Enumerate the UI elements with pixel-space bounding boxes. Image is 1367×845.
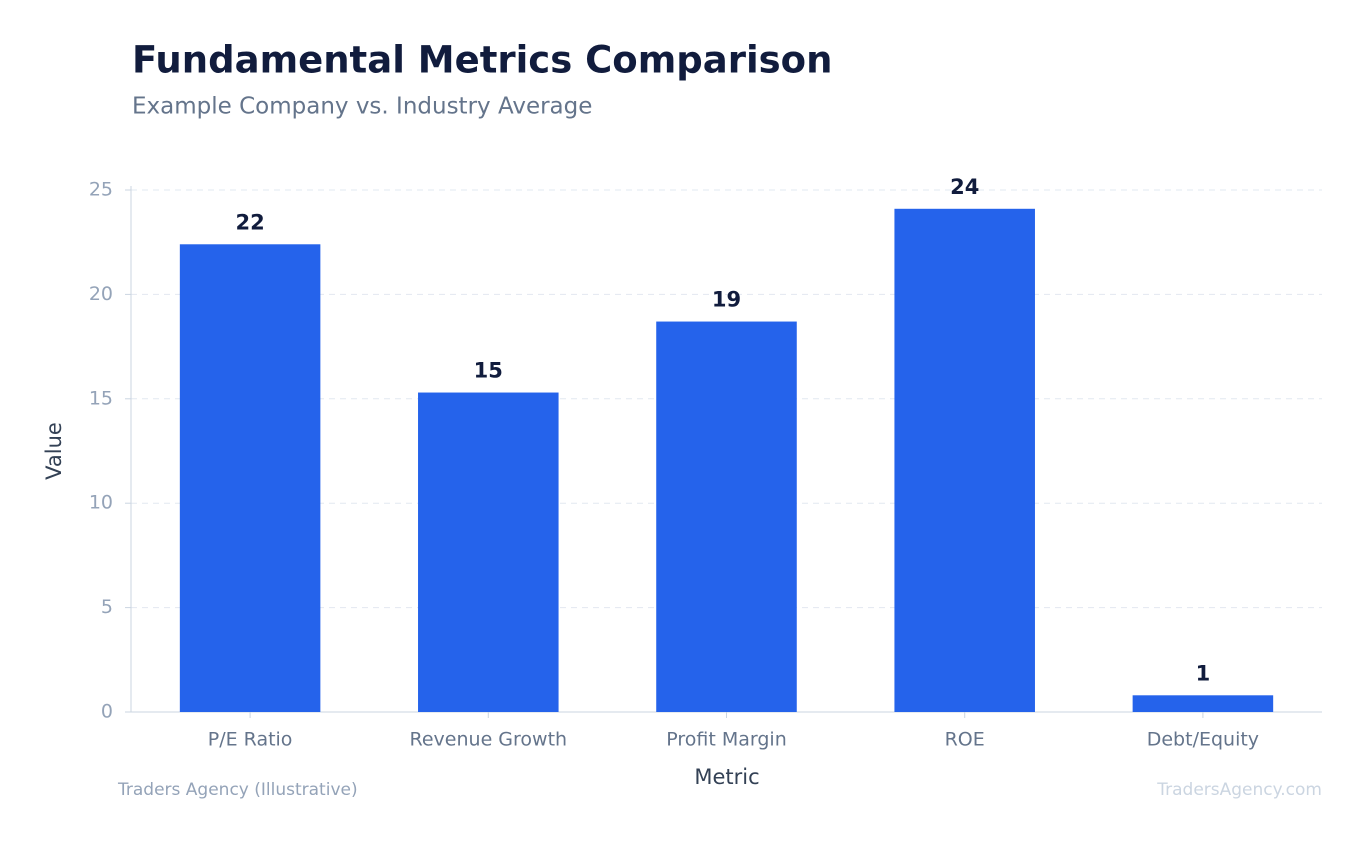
x-tick-label: Debt/Equity bbox=[1147, 729, 1259, 751]
chart-title: Fundamental Metrics Comparison bbox=[132, 39, 832, 82]
y-tick-label: 25 bbox=[89, 179, 113, 201]
bar bbox=[894, 208, 1035, 713]
chart-subtitle: Example Company vs. Industry Average bbox=[132, 94, 592, 120]
x-tick-label: P/E Ratio bbox=[208, 729, 293, 751]
value-label: 24 bbox=[950, 175, 979, 199]
y-tick-label: 20 bbox=[89, 283, 113, 305]
value-label: 15 bbox=[474, 359, 503, 383]
x-tick-label: Profit Margin bbox=[666, 729, 787, 751]
x-tick-label: Revenue Growth bbox=[410, 729, 568, 751]
x-axis-label: Metric bbox=[694, 765, 759, 789]
source-note: Traders Agency (Illustrative) bbox=[117, 780, 358, 800]
y-tick-label: 15 bbox=[89, 387, 113, 409]
y-axis-label: Value bbox=[42, 422, 66, 480]
bar bbox=[418, 392, 559, 712]
value-label: 19 bbox=[712, 288, 741, 312]
value-label: 22 bbox=[235, 210, 264, 234]
bar bbox=[179, 244, 321, 712]
bar bbox=[656, 321, 797, 712]
bar bbox=[1132, 695, 1274, 712]
value-label: 1 bbox=[1196, 661, 1211, 685]
y-tick-label: 5 bbox=[101, 596, 113, 618]
watermark: TradersAgency.com bbox=[1156, 780, 1322, 800]
x-tick-label: ROE bbox=[945, 729, 985, 751]
y-tick-label: 0 bbox=[101, 701, 113, 723]
y-tick-label: 10 bbox=[89, 492, 113, 514]
